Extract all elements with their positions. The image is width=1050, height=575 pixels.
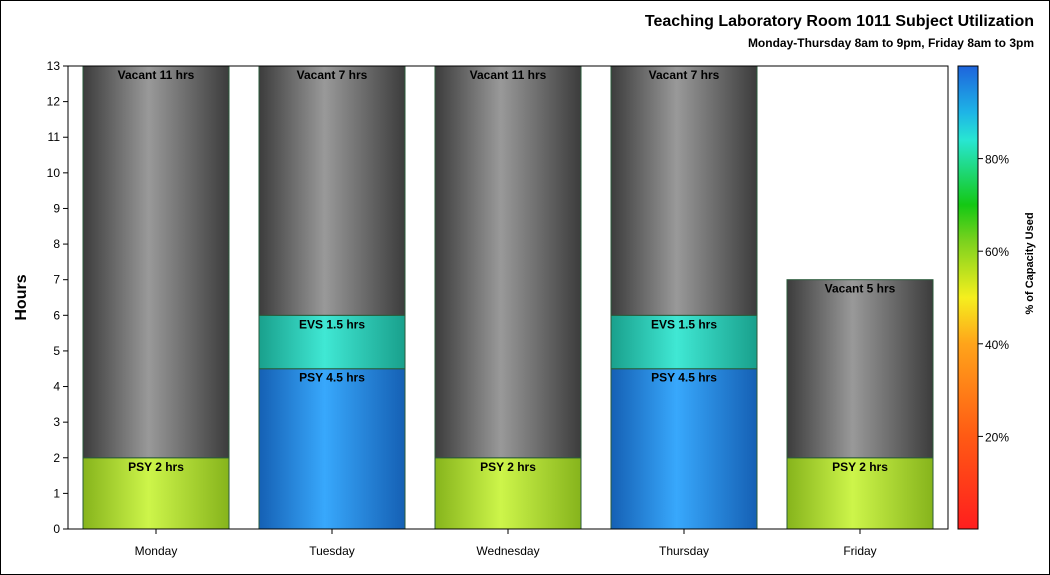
bar-segment-label: EVS 1.5 hrs bbox=[299, 317, 365, 331]
x-category-label: Monday bbox=[135, 544, 178, 558]
bar-segment-thursday-vacant bbox=[610, 65, 758, 316]
colorbar-title: % of Capacity Used bbox=[1024, 212, 1036, 314]
y-tick-label: 0 bbox=[53, 522, 60, 536]
y-tick-label: 7 bbox=[53, 273, 60, 287]
bar-segment-label: EVS 1.5 hrs bbox=[651, 317, 717, 331]
bar-segment-label: PSY 2 hrs bbox=[128, 460, 184, 474]
y-tick-label: 1 bbox=[53, 486, 60, 500]
y-tick-label: 5 bbox=[53, 344, 60, 358]
bar-segment-tuesday-vacant bbox=[258, 65, 406, 316]
y-tick-label: 2 bbox=[53, 451, 60, 465]
bar-segment-wednesday-psy bbox=[434, 457, 582, 530]
bar-segment-thursday-psy bbox=[610, 368, 758, 530]
y-tick-label: 9 bbox=[53, 201, 60, 215]
bar-segment-label: Vacant 7 hrs bbox=[649, 68, 720, 82]
bar-segment-friday-vacant bbox=[786, 279, 934, 459]
colorbar-tick-label: 60% bbox=[985, 245, 1009, 259]
y-tick-label: 4 bbox=[53, 380, 60, 394]
colorbar-tick-label: 40% bbox=[985, 338, 1009, 352]
bar-segment-label: Vacant 7 hrs bbox=[297, 68, 368, 82]
y-tick-label: 12 bbox=[47, 95, 61, 109]
x-category-label: Thursday bbox=[659, 544, 709, 558]
y-tick-label: 11 bbox=[48, 130, 61, 144]
bar-segment-label: Vacant 11 hrs bbox=[470, 68, 547, 82]
bar-segment-label: Vacant 11 hrs bbox=[118, 68, 195, 82]
bar-segment-tuesday-evs bbox=[258, 314, 406, 370]
bar-segment-label: PSY 2 hrs bbox=[480, 460, 536, 474]
colorbar-tick-label: 80% bbox=[985, 153, 1009, 167]
colorbar: 20% 40% 60% 80% bbox=[957, 65, 1009, 530]
x-category-label: Tuesday bbox=[309, 544, 355, 558]
x-axis: Monday Tuesday Wednesday Thursday Friday bbox=[135, 529, 877, 558]
y-tick-label: 6 bbox=[53, 308, 60, 322]
bars-layer: PSY 2 hrs Vacant 11 hrs PSY 4.5 hrs EVS 1.5… bbox=[82, 65, 934, 530]
chart-title: Teaching Laboratory Room 1011 Subject Ut… bbox=[644, 13, 1034, 30]
colorbar-scale bbox=[957, 65, 979, 530]
bar-segment-label: PSY 4.5 hrs bbox=[299, 371, 365, 385]
bar-segment-label: Vacant 5 hrs bbox=[825, 282, 896, 296]
colorbar-tick-label: 20% bbox=[985, 430, 1009, 444]
bar-segment-wednesday-vacant bbox=[434, 65, 582, 459]
chart-subtitle: Monday-Thursday 8am to 9pm, Friday 8am t… bbox=[747, 36, 1034, 50]
bar-segment-monday-psy bbox=[82, 457, 230, 530]
y-tick-label: 10 bbox=[47, 166, 61, 180]
bar-segment-label: PSY 4.5 hrs bbox=[651, 371, 717, 385]
bar-segment-monday-vacant bbox=[82, 65, 230, 459]
y-tick-label: 3 bbox=[53, 415, 60, 429]
y-tick-label: 13 bbox=[47, 59, 61, 73]
x-category-label: Friday bbox=[843, 544, 876, 558]
bar-segment-tuesday-psy bbox=[258, 368, 406, 530]
y-axis-title: Hours bbox=[13, 274, 30, 320]
y-tick-label: 8 bbox=[53, 237, 60, 251]
bar-segment-label: PSY 2 hrs bbox=[832, 460, 888, 474]
x-category-label: Wednesday bbox=[476, 544, 539, 558]
